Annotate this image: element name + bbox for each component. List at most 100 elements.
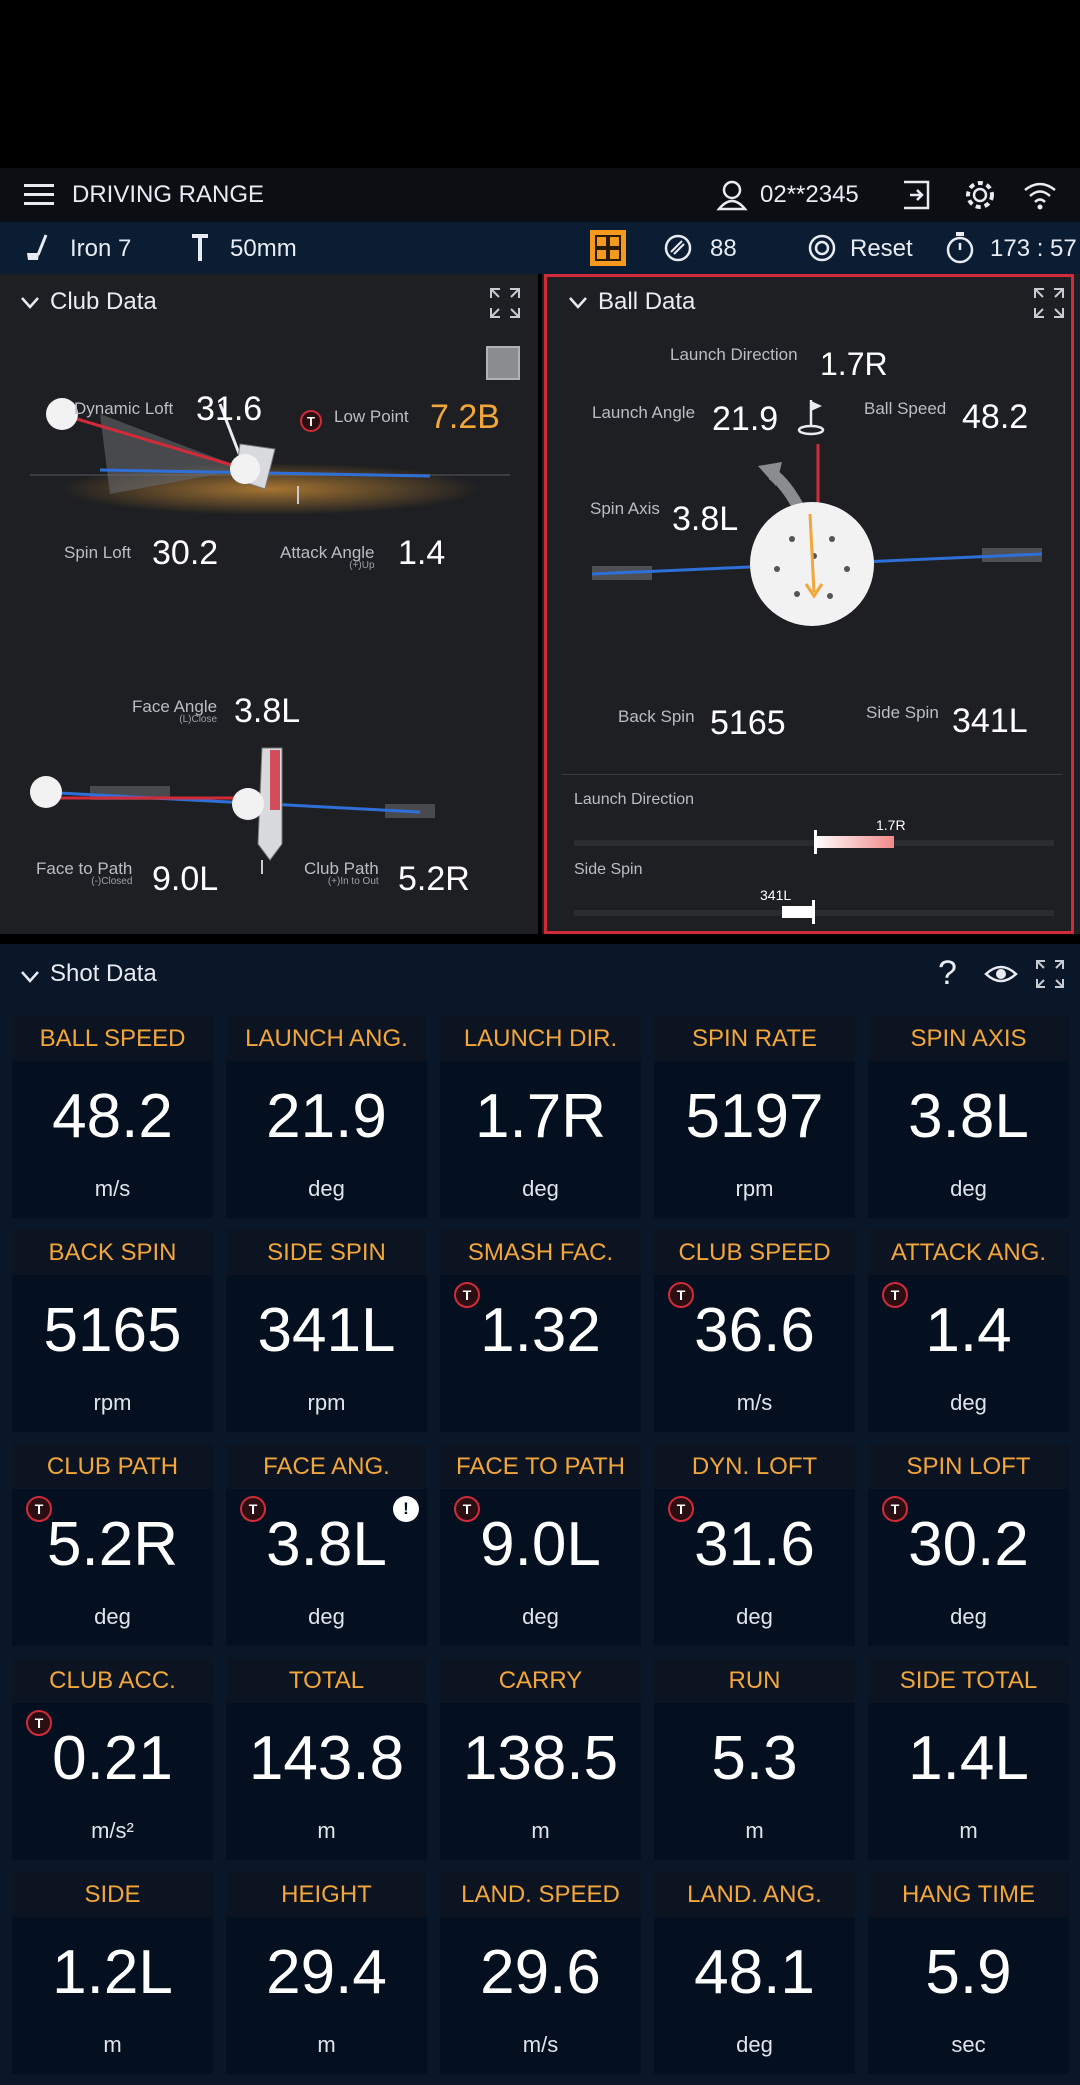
attack-angle-value: 1.4: [398, 534, 446, 572]
shot-card-label: FACE TO PATH: [440, 1444, 641, 1489]
shot-card[interactable]: LAUNCH ANG. 21.9 deg: [226, 1016, 427, 1218]
shot-card[interactable]: HEIGHT 29.4 m: [226, 1872, 427, 2074]
t-badge: T: [668, 1282, 694, 1308]
shot-card-unit: m: [959, 1818, 978, 1843]
shot-card[interactable]: FACE ANG. T! 3.8L deg: [226, 1444, 427, 1646]
expand-icon[interactable]: [1034, 958, 1066, 990]
help-icon[interactable]: ?: [938, 954, 957, 992]
shot-card[interactable]: HANG TIME 5.9 sec: [868, 1872, 1069, 2074]
shot-card-unit: m: [317, 2032, 336, 2057]
shot-card[interactable]: SIDE TOTAL 1.4L m: [868, 1658, 1069, 1860]
shot-card[interactable]: SPIN AXIS 3.8L deg: [868, 1016, 1069, 1218]
shot-card[interactable]: LAUNCH DIR. 1.7R deg: [440, 1016, 641, 1218]
launch-direction-bar-label: Launch Direction: [574, 791, 695, 808]
shot-card-unit: sec: [951, 2032, 986, 2057]
attack-angle-sub: (+)Up: [349, 560, 375, 571]
view-toggle-square[interactable]: [486, 346, 520, 380]
menu-icon[interactable]: [24, 182, 56, 208]
shot-card-label: TOTAL: [226, 1658, 427, 1703]
spin-axis-label: Spin Axis: [590, 499, 660, 518]
shot-card-value: 30.2: [908, 1510, 1029, 1579]
grid-view-button[interactable]: [590, 230, 626, 266]
club-icon: [27, 234, 48, 260]
shot-card[interactable]: CLUB PATH T 5.2R deg: [12, 1444, 213, 1646]
t-badge: T: [882, 1496, 908, 1522]
shot-card-unit: m/s: [522, 2032, 559, 2057]
shot-card[interactable]: SPIN LOFT T 30.2 deg: [868, 1444, 1069, 1646]
shot-card[interactable]: RUN 5.3 m: [654, 1658, 855, 1860]
launch-direction-bar-fill: [814, 836, 894, 848]
shot-card[interactable]: ATTACK ANG. T 1.4 deg: [868, 1230, 1069, 1432]
top-bar: DRIVING RANGE 02**2345: [0, 168, 1080, 222]
info-icon[interactable]: !: [393, 1496, 419, 1522]
shot-card[interactable]: BACK SPIN 5165 rpm: [12, 1230, 213, 1432]
shot-card[interactable]: TOTAL 143.8 m: [226, 1658, 427, 1860]
shot-card-unit: deg: [308, 1176, 345, 1201]
reset-icon[interactable]: [806, 232, 838, 264]
t-badge: T: [300, 410, 322, 432]
face-angle-label-text: Face Angle: [132, 697, 218, 716]
user-icon[interactable]: [716, 179, 748, 211]
shot-card-value: 36.6: [694, 1296, 815, 1365]
shot-card-value: 3.8L: [908, 1082, 1029, 1151]
shot-card[interactable]: SMASH FAC. T 1.32: [440, 1230, 641, 1432]
launch-direction-bar-center: [814, 830, 817, 854]
gear-icon[interactable]: [964, 179, 996, 211]
shot-card[interactable]: CLUB ACC. T 0.21 m/s²: [12, 1658, 213, 1860]
shot-card-label: LAND. ANG.: [654, 1872, 855, 1917]
logout-icon[interactable]: [902, 180, 934, 210]
ball-data-panel[interactable]: Ball Data Launch Direction 1.7R Launch A…: [542, 274, 1080, 934]
face-to-path-value: 9.0L: [152, 860, 219, 898]
shot-card-value: 5165: [43, 1296, 182, 1365]
shot-card-value: 5.2R: [47, 1510, 178, 1579]
side-spin-bar-label: Side Spin: [574, 861, 643, 878]
dynamic-loft-value: 31.6: [196, 390, 263, 428]
low-point-label: Low Point: [334, 407, 409, 426]
shot-card[interactable]: LAND. ANG. 48.1 deg: [654, 1872, 855, 2074]
shot-card-label: SPIN RATE: [654, 1016, 855, 1061]
shot-card-value: 9.0L: [480, 1510, 601, 1579]
shot-card-unit: deg: [308, 1604, 345, 1629]
shot-card-value: 3.8L: [266, 1510, 387, 1579]
shot-data-panel: Shot Data ? BALL SPEED 48.2 m/s LAUNCH ANG.…: [0, 944, 1080, 2085]
shot-card[interactable]: FACE TO PATH T 9.0L deg: [440, 1444, 641, 1646]
dynamic-loft-label: Dynamic Loft: [74, 399, 174, 418]
shot-card-unit: rpm: [93, 1390, 132, 1415]
shot-card-unit: m/s: [736, 1390, 773, 1415]
shot-card[interactable]: CARRY 138.5 m: [440, 1658, 641, 1860]
shot-card-unit: deg: [950, 1604, 987, 1629]
eye-icon[interactable]: [984, 962, 1018, 986]
shot-card[interactable]: SPIN RATE 5197 rpm: [654, 1016, 855, 1218]
shot-card-value: 5.9: [925, 1938, 1012, 2007]
tee-height[interactable]: 50mm: [230, 235, 297, 262]
reset-button[interactable]: Reset: [850, 235, 913, 262]
shot-card-label: SMASH FAC.: [440, 1230, 641, 1275]
shot-card-unit: rpm: [307, 1390, 346, 1415]
chevron-down-icon[interactable]: [20, 970, 40, 984]
shot-card-unit: deg: [736, 2032, 773, 2057]
chevron-down-icon[interactable]: [20, 296, 40, 310]
face-to-path-label: Face to Path (-)Closed: [36, 860, 132, 887]
pin-flag-icon: [797, 400, 825, 436]
tee-icon: [192, 234, 208, 261]
shot-card[interactable]: CLUB SPEED T 36.6 m/s: [654, 1230, 855, 1432]
shot-card[interactable]: BALL SPEED 48.2 m/s: [12, 1016, 213, 1218]
attack-angle-label-text: Attack Angle: [280, 543, 375, 562]
shot-card-unit: m: [317, 1818, 336, 1843]
spin-axis-value: 3.8L: [672, 500, 739, 538]
shot-card[interactable]: DYN. LOFT T 31.6 deg: [654, 1444, 855, 1646]
expand-icon[interactable]: [488, 286, 522, 320]
expand-icon[interactable]: [1032, 286, 1066, 320]
chevron-down-icon[interactable]: [568, 296, 588, 310]
shot-card[interactable]: SIDE SPIN 341L rpm: [226, 1230, 427, 1432]
club-data-panel: Club Data Dynamic Loft 31.6 T Low Point …: [0, 274, 538, 934]
shot-card-unit: m: [531, 1818, 550, 1843]
side-spin-value: 341L: [952, 702, 1028, 740]
shot-card[interactable]: SIDE 1.2L m: [12, 1872, 213, 2074]
shot-card-label: SIDE: [12, 1872, 213, 1917]
user-id[interactable]: 02**2345: [760, 181, 859, 208]
shot-card-value: 138.5: [462, 1724, 619, 1793]
club-name[interactable]: Iron 7: [70, 235, 132, 262]
shot-card[interactable]: LAND. SPEED 29.6 m/s: [440, 1872, 641, 2074]
side-spin-bar-center: [812, 900, 815, 924]
